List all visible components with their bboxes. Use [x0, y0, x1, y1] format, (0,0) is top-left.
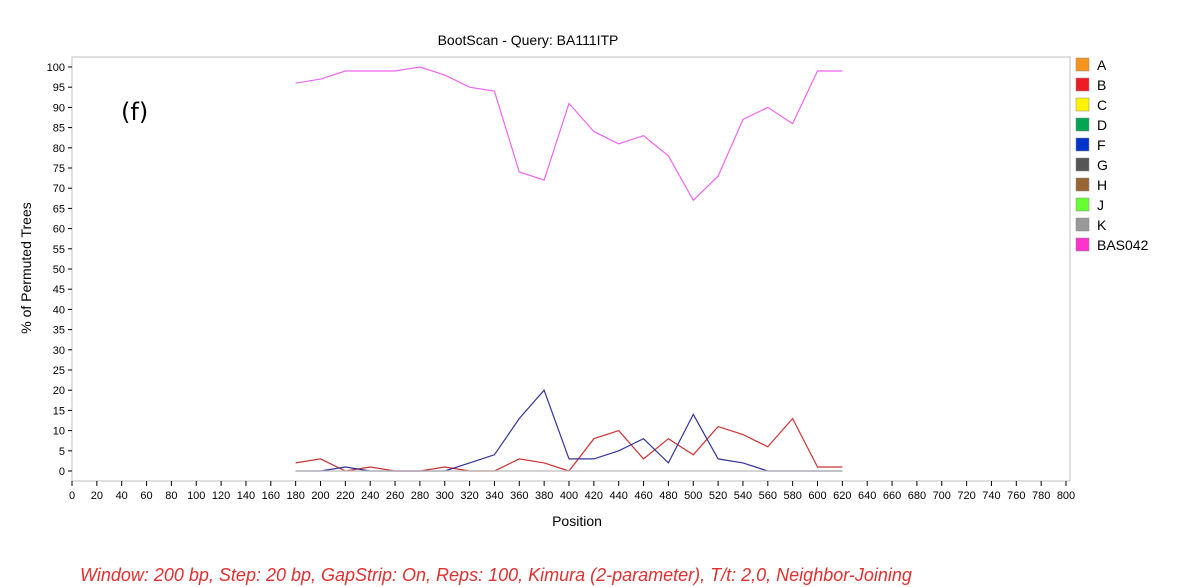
y-tick-label: 20	[53, 385, 65, 397]
x-tick-label: 700	[933, 490, 951, 502]
x-axis: 0 20 40 60 80 100 120 140 160 180 200 220 240 260 280 3…	[69, 481, 1075, 502]
x-tick-label: 480	[659, 490, 677, 502]
x-tick-label: 420	[585, 490, 603, 502]
x-tick-label: 180	[286, 490, 304, 502]
y-tick-label: 30	[53, 345, 65, 357]
y-tick-label: 40	[53, 304, 65, 316]
series-line-f	[295, 389, 843, 472]
x-tick-label: 680	[908, 490, 926, 502]
x-tick-label: 80	[165, 490, 177, 502]
legend-swatch-b	[1075, 77, 1090, 92]
x-tick-label: 160	[262, 490, 280, 502]
legend-swatch-bas042	[1075, 237, 1090, 252]
x-tick-label: 100	[187, 490, 205, 502]
legend-swatch-j	[1075, 197, 1090, 212]
y-tick-label: 60	[53, 224, 65, 236]
x-tick-label: 740	[982, 490, 1000, 502]
x-tick-label: 620	[833, 490, 851, 502]
legend-label-d: D	[1097, 117, 1107, 133]
x-tick-label: 560	[759, 490, 777, 502]
y-tick-label: 90	[53, 102, 65, 114]
x-tick-label: 320	[460, 490, 478, 502]
x-tick-label: 360	[510, 490, 528, 502]
panel-label: (f)	[121, 98, 148, 126]
y-tick-label: 0	[59, 466, 65, 478]
y-tick-label: 95	[53, 82, 65, 94]
x-tick-label: 240	[361, 490, 379, 502]
y-tick-label: 75	[53, 163, 65, 175]
legend-swatch-a	[1075, 57, 1090, 72]
x-tick-label: 540	[734, 490, 752, 502]
y-tick-label: 100	[47, 62, 65, 74]
legend-label-g: G	[1097, 157, 1108, 173]
method-footer: Window: 200 bp, Step: 20 bp, GapStrip: O…	[80, 565, 912, 585]
x-tick-label: 380	[535, 490, 553, 502]
y-tick-label: 25	[53, 365, 65, 377]
x-tick-label: 780	[1032, 490, 1050, 502]
x-tick-label: 60	[140, 490, 152, 502]
x-tick-label: 0	[69, 490, 75, 502]
y-tick-label: 35	[53, 325, 65, 337]
x-tick-label: 440	[610, 490, 628, 502]
y-tick-label: 5	[59, 446, 65, 458]
y-tick-label: 80	[53, 143, 65, 155]
x-tick-label: 280	[411, 490, 429, 502]
y-axis-title: % of Permuted Trees	[18, 202, 34, 334]
plot-frame	[71, 56, 1071, 482]
x-tick-label: 660	[883, 490, 901, 502]
x-tick-label: 140	[237, 490, 255, 502]
y-tick-label: 10	[53, 426, 65, 438]
x-tick-label: 40	[116, 490, 128, 502]
x-tick-label: 200	[311, 490, 329, 502]
legend-label-c: C	[1097, 97, 1107, 113]
x-tick-label: 800	[1057, 490, 1075, 502]
x-tick-label: 640	[858, 490, 876, 502]
series-layer	[295, 66, 843, 472]
series-line-b	[295, 417, 843, 472]
x-tick-label: 520	[709, 490, 727, 502]
legend-swatch-g	[1075, 157, 1090, 172]
legend-swatch-k	[1075, 217, 1090, 232]
legend-label-k: K	[1097, 217, 1107, 233]
y-tick-label: 45	[53, 284, 65, 296]
y-tick-label: 85	[53, 123, 65, 135]
chart-title: BootScan - Query: BA111ITP	[438, 32, 619, 48]
legend-label-a: A	[1097, 57, 1107, 73]
x-tick-label: 260	[386, 490, 404, 502]
x-tick-label: 340	[485, 490, 503, 502]
legend-swatch-h	[1075, 177, 1090, 192]
x-tick-label: 220	[336, 490, 354, 502]
y-tick-label: 65	[53, 203, 65, 215]
y-tick-label: 55	[53, 244, 65, 256]
legend-swatch-c	[1075, 97, 1090, 112]
x-tick-label: 580	[783, 490, 801, 502]
y-tick-label: 70	[53, 183, 65, 195]
x-tick-label: 720	[957, 490, 975, 502]
y-axis: 0 5 10 15 20 25 30 35 40 45 50 55 60 65 70 75 80 85 90 95 10…	[47, 62, 72, 478]
legend-swatch-d	[1075, 117, 1090, 132]
x-tick-label: 400	[560, 490, 578, 502]
x-tick-label: 300	[436, 490, 454, 502]
series-line-bas042	[295, 66, 843, 202]
legend-swatch-f	[1075, 137, 1090, 152]
x-tick-label: 20	[91, 490, 103, 502]
legend-label-f: F	[1097, 137, 1106, 153]
legend-label-j: J	[1097, 197, 1104, 213]
legend-label-bas042: BAS042	[1097, 237, 1149, 253]
y-tick-label: 50	[53, 264, 65, 276]
legend-label-h: H	[1097, 177, 1107, 193]
x-tick-label: 120	[212, 490, 230, 502]
x-tick-label: 600	[808, 490, 826, 502]
x-tick-label: 500	[684, 490, 702, 502]
legend-label-b: B	[1097, 77, 1106, 93]
y-tick-label: 15	[53, 405, 65, 417]
x-tick-label: 460	[634, 490, 652, 502]
x-tick-label: 760	[1007, 490, 1025, 502]
x-axis-title: Position	[552, 513, 602, 529]
